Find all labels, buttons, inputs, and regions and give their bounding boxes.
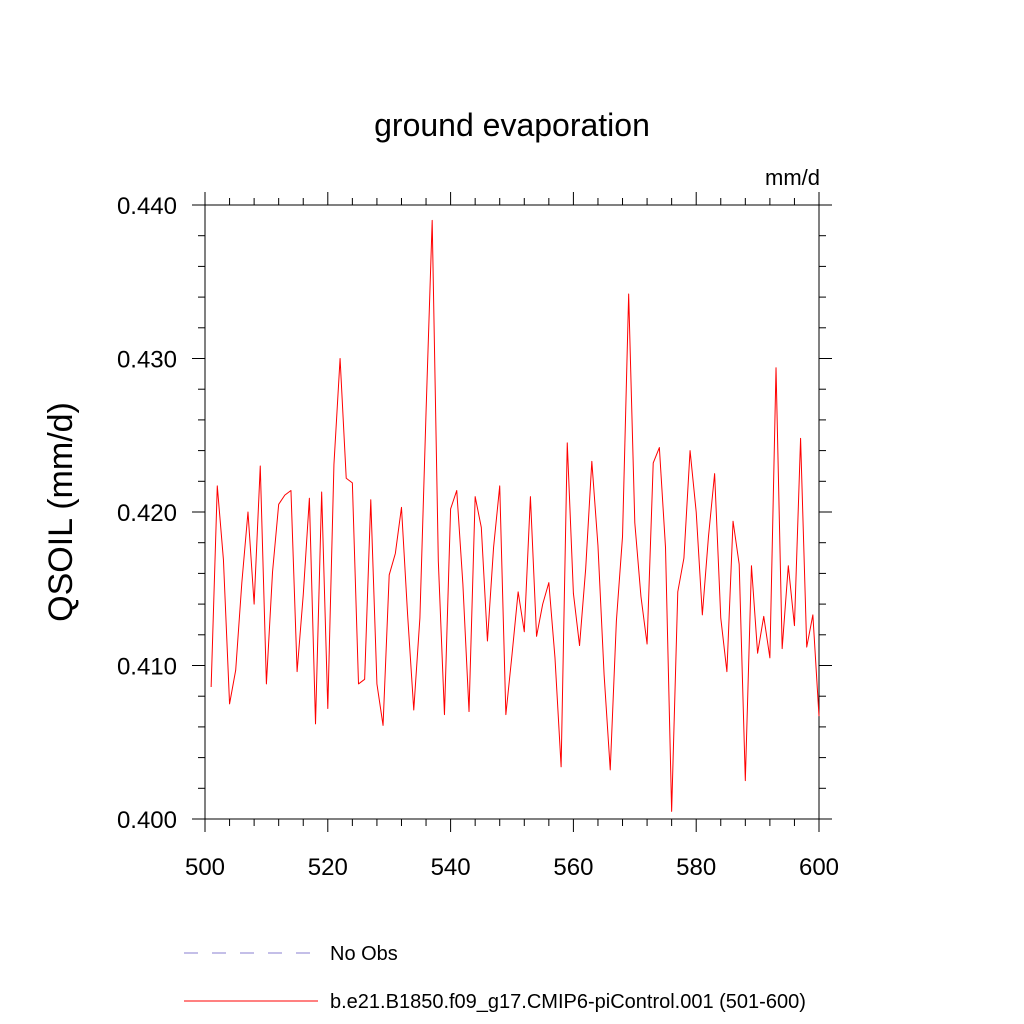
plot-frame — [204, 204, 820, 820]
legend-label-no-obs: No Obs — [330, 943, 398, 965]
x-tick-label: 500 — [185, 854, 225, 881]
x-tick-label: 540 — [431, 854, 471, 881]
x-tick-label: 600 — [799, 854, 839, 881]
legend: No Obs b.e21.B1850.f09_g17.CMIP6-piContr… — [184, 943, 806, 1013]
y-tick-label: 0.430 — [117, 347, 177, 374]
y-tick-label: 0.410 — [117, 654, 177, 681]
x-tick-label: 580 — [676, 854, 716, 881]
chart-title: ground evaporation — [374, 107, 650, 143]
y-tick-label: 0.420 — [117, 500, 177, 527]
series-group — [210, 219, 820, 812]
y-tick-label: 0.400 — [117, 807, 177, 834]
y-tick-label: 0.440 — [117, 193, 177, 220]
series-line — [210, 219, 820, 812]
y-axis-label: QSOIL (mm/d) — [42, 402, 80, 622]
x-tick-label: 560 — [553, 854, 593, 881]
axis-ticks — [192, 192, 832, 832]
units-label: mm/d — [765, 165, 820, 190]
y-tick-labels: 0.400 0.410 0.420 0.430 0.440 — [117, 193, 177, 834]
x-tick-labels: 500 520 540 560 580 600 — [185, 854, 839, 881]
legend-label-control-run: b.e21.B1850.f09_g17.CMIP6-piControl.001 … — [330, 991, 806, 1013]
x-tick-label: 520 — [308, 854, 348, 881]
